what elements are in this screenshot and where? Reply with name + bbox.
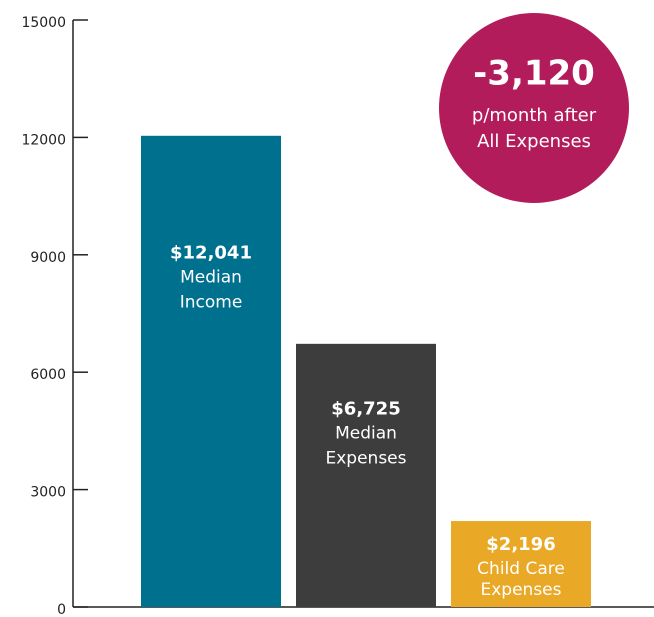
bar bbox=[451, 521, 591, 607]
data-label: $2,196 bbox=[486, 534, 555, 555]
bar bbox=[141, 135, 281, 607]
category-label: Median bbox=[180, 268, 242, 288]
y-tick-label: 9000 bbox=[30, 250, 66, 266]
annotation-text: p/month after bbox=[472, 105, 597, 126]
category-label: Expenses bbox=[326, 449, 407, 469]
annotation-headline: -3,120 bbox=[473, 54, 595, 94]
category-label: Median bbox=[335, 424, 397, 444]
data-label: $6,725 bbox=[331, 399, 400, 420]
y-tick-label: 6000 bbox=[30, 367, 66, 383]
category-label: Child Care bbox=[477, 559, 565, 579]
bar bbox=[296, 343, 436, 607]
y-tick-label: 0 bbox=[57, 602, 66, 617]
y-tick-label: 12000 bbox=[21, 132, 66, 148]
annotation-text: All Expenses bbox=[477, 131, 591, 152]
category-label: Income bbox=[180, 293, 243, 313]
y-tick-label: 15000 bbox=[21, 15, 66, 31]
y-tick-label: 3000 bbox=[30, 485, 66, 501]
data-label: $12,041 bbox=[170, 243, 252, 264]
category-label: Expenses bbox=[481, 580, 562, 600]
annotation-circle bbox=[439, 13, 629, 203]
